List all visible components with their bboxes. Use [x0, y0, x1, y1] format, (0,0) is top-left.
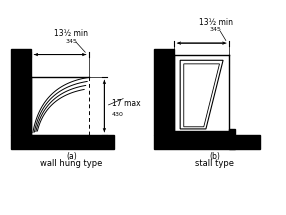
- Bar: [11, 49, 31, 135]
- Bar: [154, 135, 260, 149]
- Text: 17 max: 17 max: [112, 99, 140, 108]
- Bar: [11, 135, 114, 149]
- Text: (b): (b): [209, 152, 220, 161]
- Text: wall hung type: wall hung type: [40, 159, 103, 168]
- Bar: [174, 131, 232, 135]
- Text: stall type: stall type: [195, 159, 234, 168]
- Text: 430: 430: [112, 112, 124, 117]
- Text: 345: 345: [210, 27, 222, 32]
- Bar: [154, 49, 174, 135]
- Text: (a): (a): [66, 152, 77, 161]
- Text: 13½ min: 13½ min: [55, 29, 88, 38]
- Bar: [229, 129, 235, 149]
- Text: 13½ min: 13½ min: [199, 18, 233, 27]
- Text: 345: 345: [65, 39, 78, 44]
